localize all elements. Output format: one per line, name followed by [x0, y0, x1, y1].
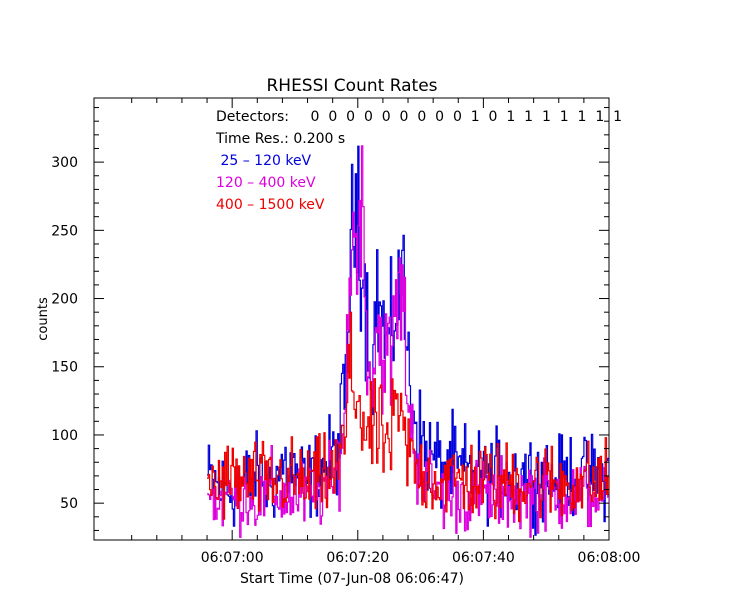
detector-flag: 0: [328, 109, 337, 125]
detector-flag: 0: [364, 109, 373, 125]
legend-entry-1: 120 – 400 keV: [216, 175, 316, 191]
detector-flag: 0: [346, 109, 355, 125]
detector-flag: 0: [400, 109, 409, 125]
y-tick-label: 100: [51, 428, 78, 444]
detector-flag: 1: [471, 109, 480, 125]
detector-flag: 1: [578, 109, 587, 125]
detector-flag: 0: [435, 109, 444, 125]
x-tick-label: 06:07:40: [452, 550, 515, 566]
detector-flag: 0: [489, 109, 498, 125]
y-tick-label: 150: [51, 360, 78, 376]
y-tick-label: 200: [51, 292, 78, 308]
legend: 25 – 120 keV 120 – 400 keV 400 – 1500 keV: [216, 153, 325, 213]
detector-flag: 1: [506, 109, 515, 125]
y-tick-label: 50: [60, 496, 78, 512]
series-line-1: [207, 145, 609, 538]
detector-flag: 0: [311, 109, 320, 125]
plot-frame: [93, 97, 610, 541]
detector-flag: 1: [524, 109, 533, 125]
detector-flag: 1: [560, 109, 569, 125]
detector-flag: 1: [613, 109, 622, 125]
x-tick-label: 06:07:00: [201, 550, 264, 566]
legend-entry-2: 400 – 1500 keV: [216, 197, 325, 213]
series-layer: [207, 145, 609, 538]
y-tick-label: 250: [51, 223, 78, 239]
detector-flag: 0: [382, 109, 391, 125]
detector-flag: 1: [542, 109, 551, 125]
detectors-label: Detectors:: [216, 109, 289, 125]
legend-entry-0: 25 – 120 keV: [216, 153, 312, 169]
time-resolution: Time Res.: 0.200 s: [215, 131, 345, 147]
y-axis-label: counts: [36, 297, 51, 341]
chart-title: RHESSI Count Rates: [266, 76, 437, 96]
detector-flag: 0: [453, 109, 462, 125]
x-axis-label: Start Time (07-Jun-08 06:06:47): [240, 571, 464, 587]
series-line-2: [207, 311, 609, 523]
detector-flag: 0: [417, 109, 426, 125]
y-tick-label: 300: [51, 155, 78, 171]
x-tick-label: 06:07:20: [326, 550, 389, 566]
x-tick-label: 06:08:00: [578, 550, 641, 566]
detector-flag: 1: [595, 109, 604, 125]
